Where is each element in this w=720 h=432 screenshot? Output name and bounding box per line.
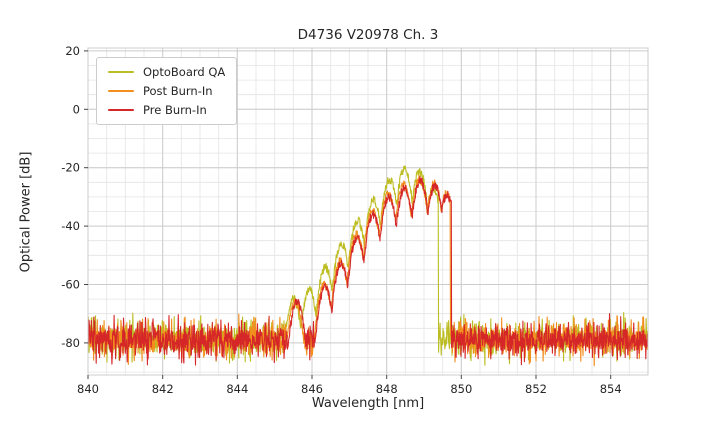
y-tick-label: -60 <box>61 278 80 292</box>
y-tick-label: 0 <box>73 102 80 116</box>
x-tick-label: 840 <box>77 382 99 396</box>
legend-item-post-burn-in: Post Burn-In <box>108 84 225 98</box>
series-line-pre-burn-in <box>87 176 649 366</box>
x-tick-label: 842 <box>152 382 174 396</box>
x-tick-label: 854 <box>600 382 622 396</box>
axis-ticks: 840 842 844 846 848 850 852 854 20 0 -20 -40 -60 -80 <box>61 44 621 396</box>
legend: OptoBoard QA Post Burn-In Pre Burn-In <box>96 57 238 125</box>
x-tick-label: 852 <box>525 382 547 396</box>
x-axis-label: Wavelength [nm] <box>311 396 425 411</box>
legend-swatch-post-burn-in <box>108 89 134 93</box>
x-tick-label: 846 <box>301 382 323 396</box>
legend-swatch-optoboard-qa <box>108 70 134 74</box>
x-tick-label: 850 <box>450 382 472 396</box>
legend-label: OptoBoard QA <box>143 65 226 79</box>
y-tick-label: -80 <box>61 336 80 350</box>
legend-label: Pre Burn-In <box>143 103 207 117</box>
legend-item-optoboard-qa: OptoBoard QA <box>108 65 225 79</box>
chart-title: D4736 V20978 Ch. 3 <box>297 27 439 43</box>
y-axis-label: Optical Power [dB] <box>18 151 34 273</box>
legend-swatch-pre-burn-in <box>108 108 134 112</box>
y-tick-label: -40 <box>61 219 80 233</box>
x-tick-label: 848 <box>376 382 398 396</box>
plot-border <box>87 47 649 376</box>
x-tick-label: 844 <box>226 382 248 396</box>
y-tick-label: -20 <box>61 161 80 175</box>
legend-item-pre-burn-in: Pre Burn-In <box>108 103 225 117</box>
y-tick-label: 20 <box>65 44 80 58</box>
legend-label: Post Burn-In <box>143 84 213 98</box>
